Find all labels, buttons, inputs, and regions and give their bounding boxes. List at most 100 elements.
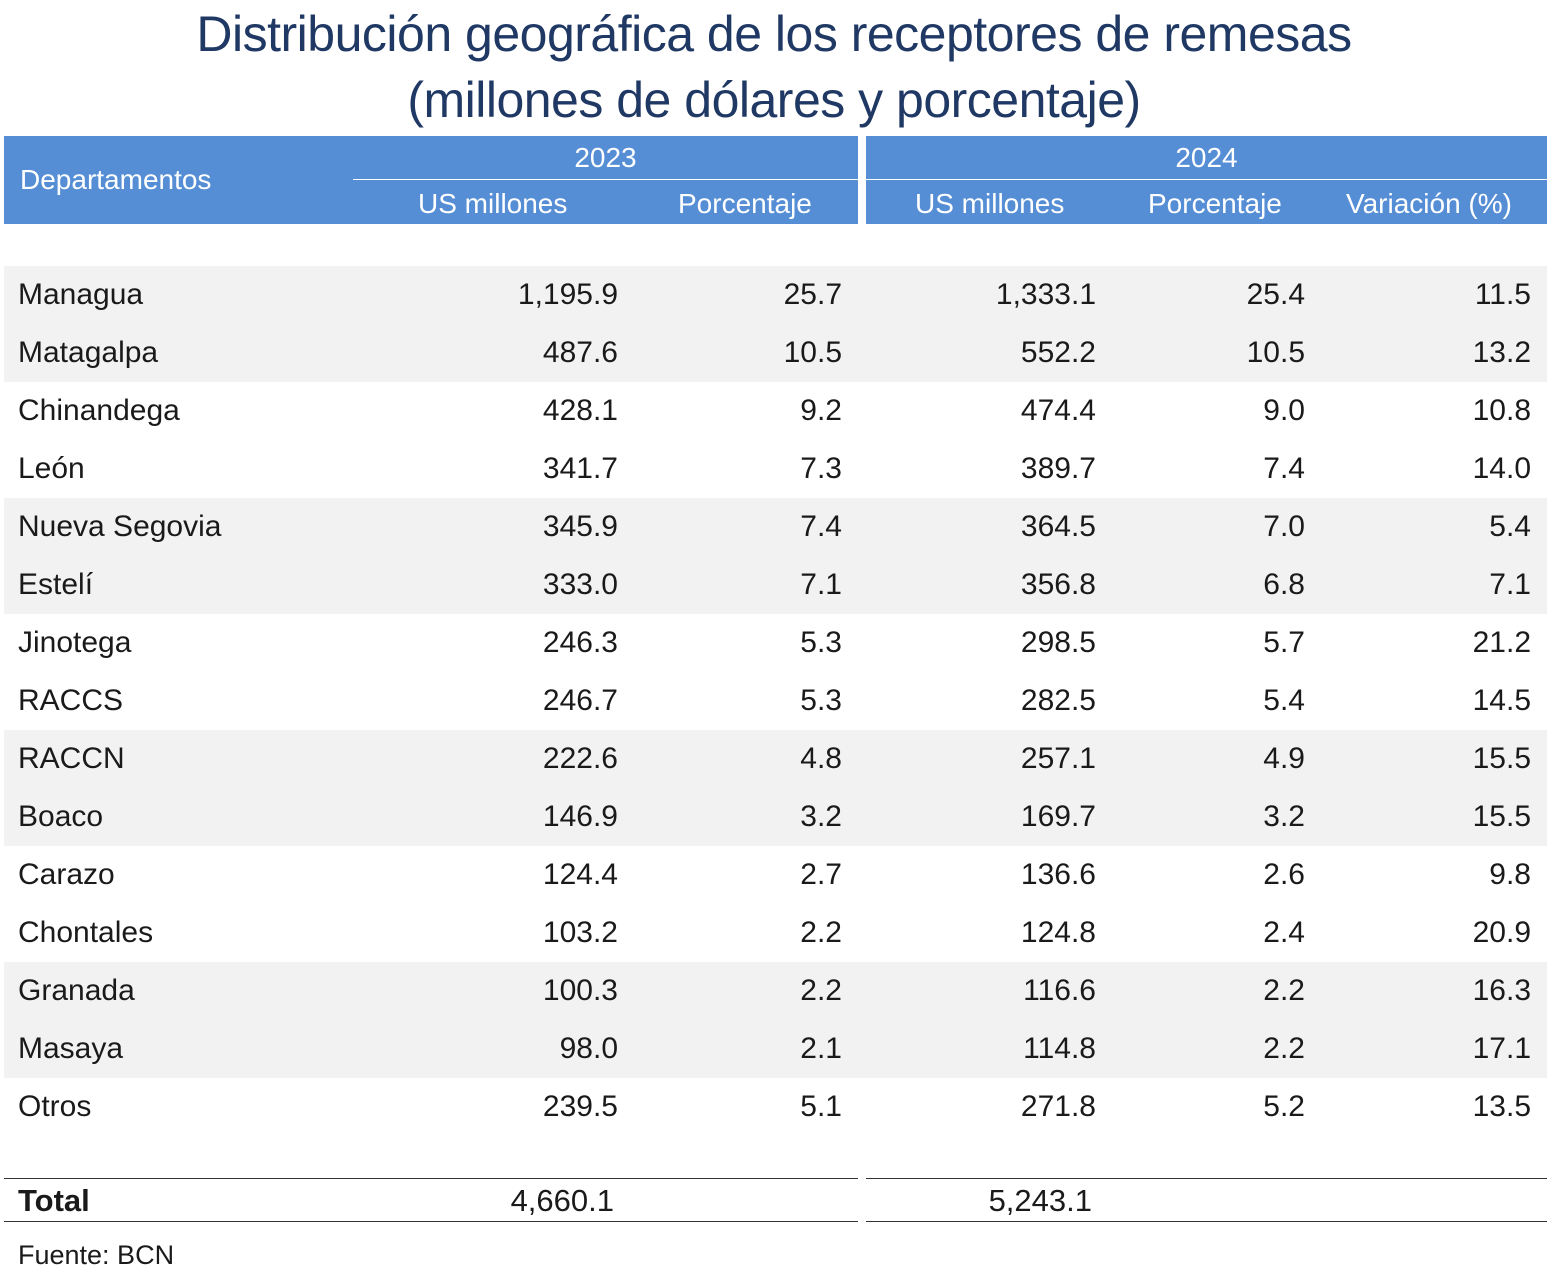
cell-us-2023: 246.7	[542, 684, 618, 717]
cell-us-2023: 345.9	[542, 510, 618, 543]
cell-pct-2024: 5.7	[1263, 626, 1305, 659]
header-rule-2024	[866, 179, 1547, 180]
cell-pct-2024: 5.2	[1263, 1090, 1305, 1123]
cell-departamento: Granada	[18, 974, 135, 1007]
cell-us-2023: 146.9	[542, 800, 618, 833]
header-us-millones-2023: US millones	[418, 188, 568, 219]
table-title: Distribución geográfica de los receptore…	[196, 6, 1352, 62]
total-top-rule-2024	[866, 1178, 1547, 1179]
cell-pct-2023: 9.2	[800, 394, 842, 427]
cell-pct-2023: 25.7	[783, 278, 842, 311]
cell-departamento: RACCS	[18, 684, 124, 717]
cell-pct-2024: 7.0	[1263, 510, 1305, 543]
cell-pct-2023: 3.2	[800, 800, 842, 833]
header-us-millones-2024: US millones	[915, 188, 1065, 219]
header-departamentos: Departamentos	[20, 164, 212, 195]
cell-pct-2023: 5.1	[800, 1090, 842, 1123]
header-year-2024: 2024	[1175, 142, 1238, 173]
cell-variacion: 14.0	[1472, 452, 1531, 485]
cell-us-2023: 341.7	[542, 452, 618, 485]
cell-us-2024: 257.1	[1020, 742, 1096, 775]
table-row: Chinandega 428.1 9.2 474.4 9.0 10.8	[4, 382, 1547, 440]
cell-us-2023: 246.3	[542, 626, 618, 659]
cell-variacion: 13.5	[1472, 1090, 1531, 1123]
table-row: Carazo 124.4 2.7 136.6 2.6 9.8	[4, 846, 1547, 904]
cell-variacion: 21.2	[1472, 626, 1531, 659]
cell-us-2023: 333.0	[542, 568, 618, 601]
cell-us-2024: 356.8	[1020, 568, 1096, 601]
cell-us-2024: 298.5	[1020, 626, 1096, 659]
table-row: Estelí 333.0 7.1 356.8 6.8 7.1	[4, 556, 1547, 614]
cell-us-2024: 1,333.1	[995, 278, 1096, 311]
cell-departamento: Chontales	[18, 916, 154, 949]
cell-us-2024: 474.4	[1020, 394, 1096, 427]
cell-departamento: Boaco	[18, 800, 104, 833]
table-subtitle: (millones de dólares y porcentaje)	[407, 72, 1141, 128]
cell-pct-2024: 2.4	[1263, 916, 1305, 949]
cell-variacion: 15.5	[1472, 742, 1531, 775]
cell-departamento: Estelí	[18, 568, 94, 601]
total-us-2023: 4,660.1	[510, 1183, 614, 1218]
cell-us-2024: 282.5	[1020, 684, 1096, 717]
total-bottom-rule-2024	[866, 1221, 1547, 1222]
cell-variacion: 13.2	[1472, 336, 1531, 369]
total-us-2024: 5,243.1	[988, 1183, 1092, 1218]
cell-departamento: Managua	[18, 278, 144, 311]
table-row: León 341.7 7.3 389.7 7.4 14.0	[4, 440, 1547, 498]
cell-departamento: Carazo	[18, 858, 115, 891]
cell-variacion: 11.5	[1474, 278, 1531, 311]
cell-departamento: Masaya	[18, 1032, 124, 1065]
header-porcentaje-2023: Porcentaje	[678, 188, 812, 219]
cell-us-2023: 124.4	[542, 858, 618, 891]
cell-pct-2023: 7.3	[800, 452, 842, 485]
cell-pct-2023: 7.4	[800, 510, 842, 543]
header-porcentaje-2024: Porcentaje	[1148, 188, 1282, 219]
cell-us-2023: 239.5	[542, 1090, 618, 1123]
cell-us-2023: 103.2	[542, 916, 618, 949]
total-label: Total	[18, 1183, 90, 1218]
header-rule-2023	[353, 179, 858, 180]
cell-variacion: 15.5	[1472, 800, 1531, 833]
table-row: Chontales 103.2 2.2 124.8 2.4 20.9	[4, 904, 1547, 962]
table-row: Matagalpa 487.6 10.5 552.2 10.5 13.2	[4, 324, 1547, 382]
cell-departamento: Chinandega	[18, 394, 180, 427]
cell-us-2023: 100.3	[542, 974, 618, 1007]
total-top-rule-2023	[4, 1178, 858, 1179]
cell-us-2023: 1,195.9	[517, 278, 618, 311]
header-2024-block: 2024 US millones Porcentaje Variación (%…	[866, 136, 1547, 224]
cell-departamento: RACCN	[18, 742, 125, 775]
cell-departamento: Matagalpa	[18, 336, 159, 369]
header-year-2023: 2023	[574, 142, 637, 173]
cell-variacion: 20.9	[1472, 916, 1531, 949]
cell-pct-2024: 25.4	[1246, 278, 1305, 311]
cell-pct-2024: 6.8	[1263, 568, 1305, 601]
cell-pct-2024: 10.5	[1246, 336, 1305, 369]
cell-pct-2023: 2.2	[800, 974, 842, 1007]
cell-us-2023: 222.6	[542, 742, 618, 775]
cell-pct-2024: 2.2	[1263, 974, 1305, 1007]
cell-us-2023: 487.6	[542, 336, 618, 369]
cell-variacion: 9.8	[1489, 858, 1531, 891]
cell-us-2024: 389.7	[1020, 452, 1096, 485]
cell-pct-2024: 4.9	[1263, 742, 1305, 775]
header-variacion: Variación (%)	[1346, 188, 1512, 219]
cell-variacion: 16.3	[1472, 974, 1531, 1007]
cell-pct-2024: 2.6	[1263, 858, 1305, 891]
cell-us-2024: 114.8	[1023, 1032, 1096, 1065]
cell-departamento: Nueva Segovia	[18, 510, 222, 543]
cell-variacion: 17.1	[1472, 1032, 1531, 1065]
cell-us-2024: 169.7	[1020, 800, 1096, 833]
cell-pct-2023: 2.2	[800, 916, 842, 949]
cell-departamento: Jinotega	[18, 626, 132, 659]
table-row: Boaco 146.9 3.2 169.7 3.2 15.5	[4, 788, 1547, 846]
table-row: Jinotega 246.3 5.3 298.5 5.7 21.2	[4, 614, 1547, 672]
cell-us-2024: 124.8	[1020, 916, 1096, 949]
cell-pct-2023: 5.3	[800, 684, 842, 717]
cell-us-2023: 428.1	[542, 394, 618, 427]
cell-variacion: 10.8	[1472, 394, 1531, 427]
table-row: Masaya 98.0 2.1 114.8 2.2 17.1	[4, 1020, 1547, 1078]
cell-variacion: 14.5	[1472, 684, 1531, 717]
cell-departamento: León	[18, 452, 85, 485]
table-row: RACCN 222.6 4.8 257.1 4.9 15.5	[4, 730, 1547, 788]
cell-us-2023: 98.0	[559, 1032, 618, 1065]
